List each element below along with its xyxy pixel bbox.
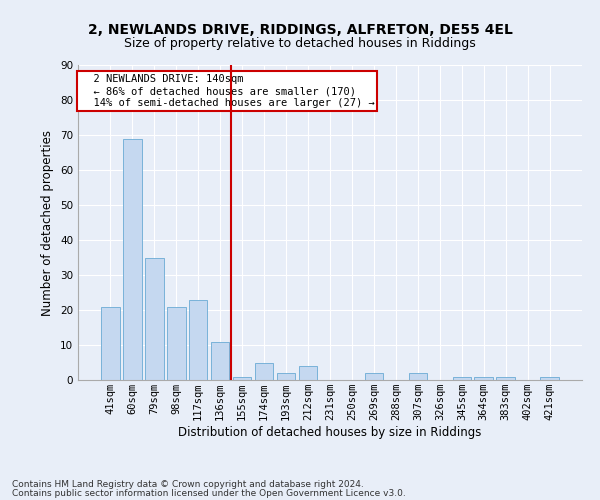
Bar: [145, 258, 164, 380]
Bar: [189, 300, 208, 380]
X-axis label: Distribution of detached houses by size in Riddings: Distribution of detached houses by size …: [178, 426, 482, 439]
Bar: [452, 376, 471, 380]
Bar: [123, 138, 142, 380]
Text: 2 NEWLANDS DRIVE: 140sqm
  ← 86% of detached houses are smaller (170)
  14% of s: 2 NEWLANDS DRIVE: 140sqm ← 86% of detach…: [80, 74, 374, 108]
Bar: [365, 373, 383, 380]
Bar: [299, 366, 317, 380]
Bar: [167, 306, 185, 380]
Text: Contains HM Land Registry data © Crown copyright and database right 2024.: Contains HM Land Registry data © Crown c…: [12, 480, 364, 489]
Y-axis label: Number of detached properties: Number of detached properties: [41, 130, 55, 316]
Bar: [101, 306, 119, 380]
Text: Contains public sector information licensed under the Open Government Licence v3: Contains public sector information licen…: [12, 488, 406, 498]
Bar: [277, 373, 295, 380]
Bar: [496, 376, 515, 380]
Bar: [255, 362, 274, 380]
Bar: [409, 373, 427, 380]
Bar: [233, 376, 251, 380]
Bar: [475, 376, 493, 380]
Bar: [541, 376, 559, 380]
Text: Size of property relative to detached houses in Riddings: Size of property relative to detached ho…: [124, 38, 476, 51]
Bar: [211, 342, 229, 380]
Text: 2, NEWLANDS DRIVE, RIDDINGS, ALFRETON, DE55 4EL: 2, NEWLANDS DRIVE, RIDDINGS, ALFRETON, D…: [88, 22, 512, 36]
